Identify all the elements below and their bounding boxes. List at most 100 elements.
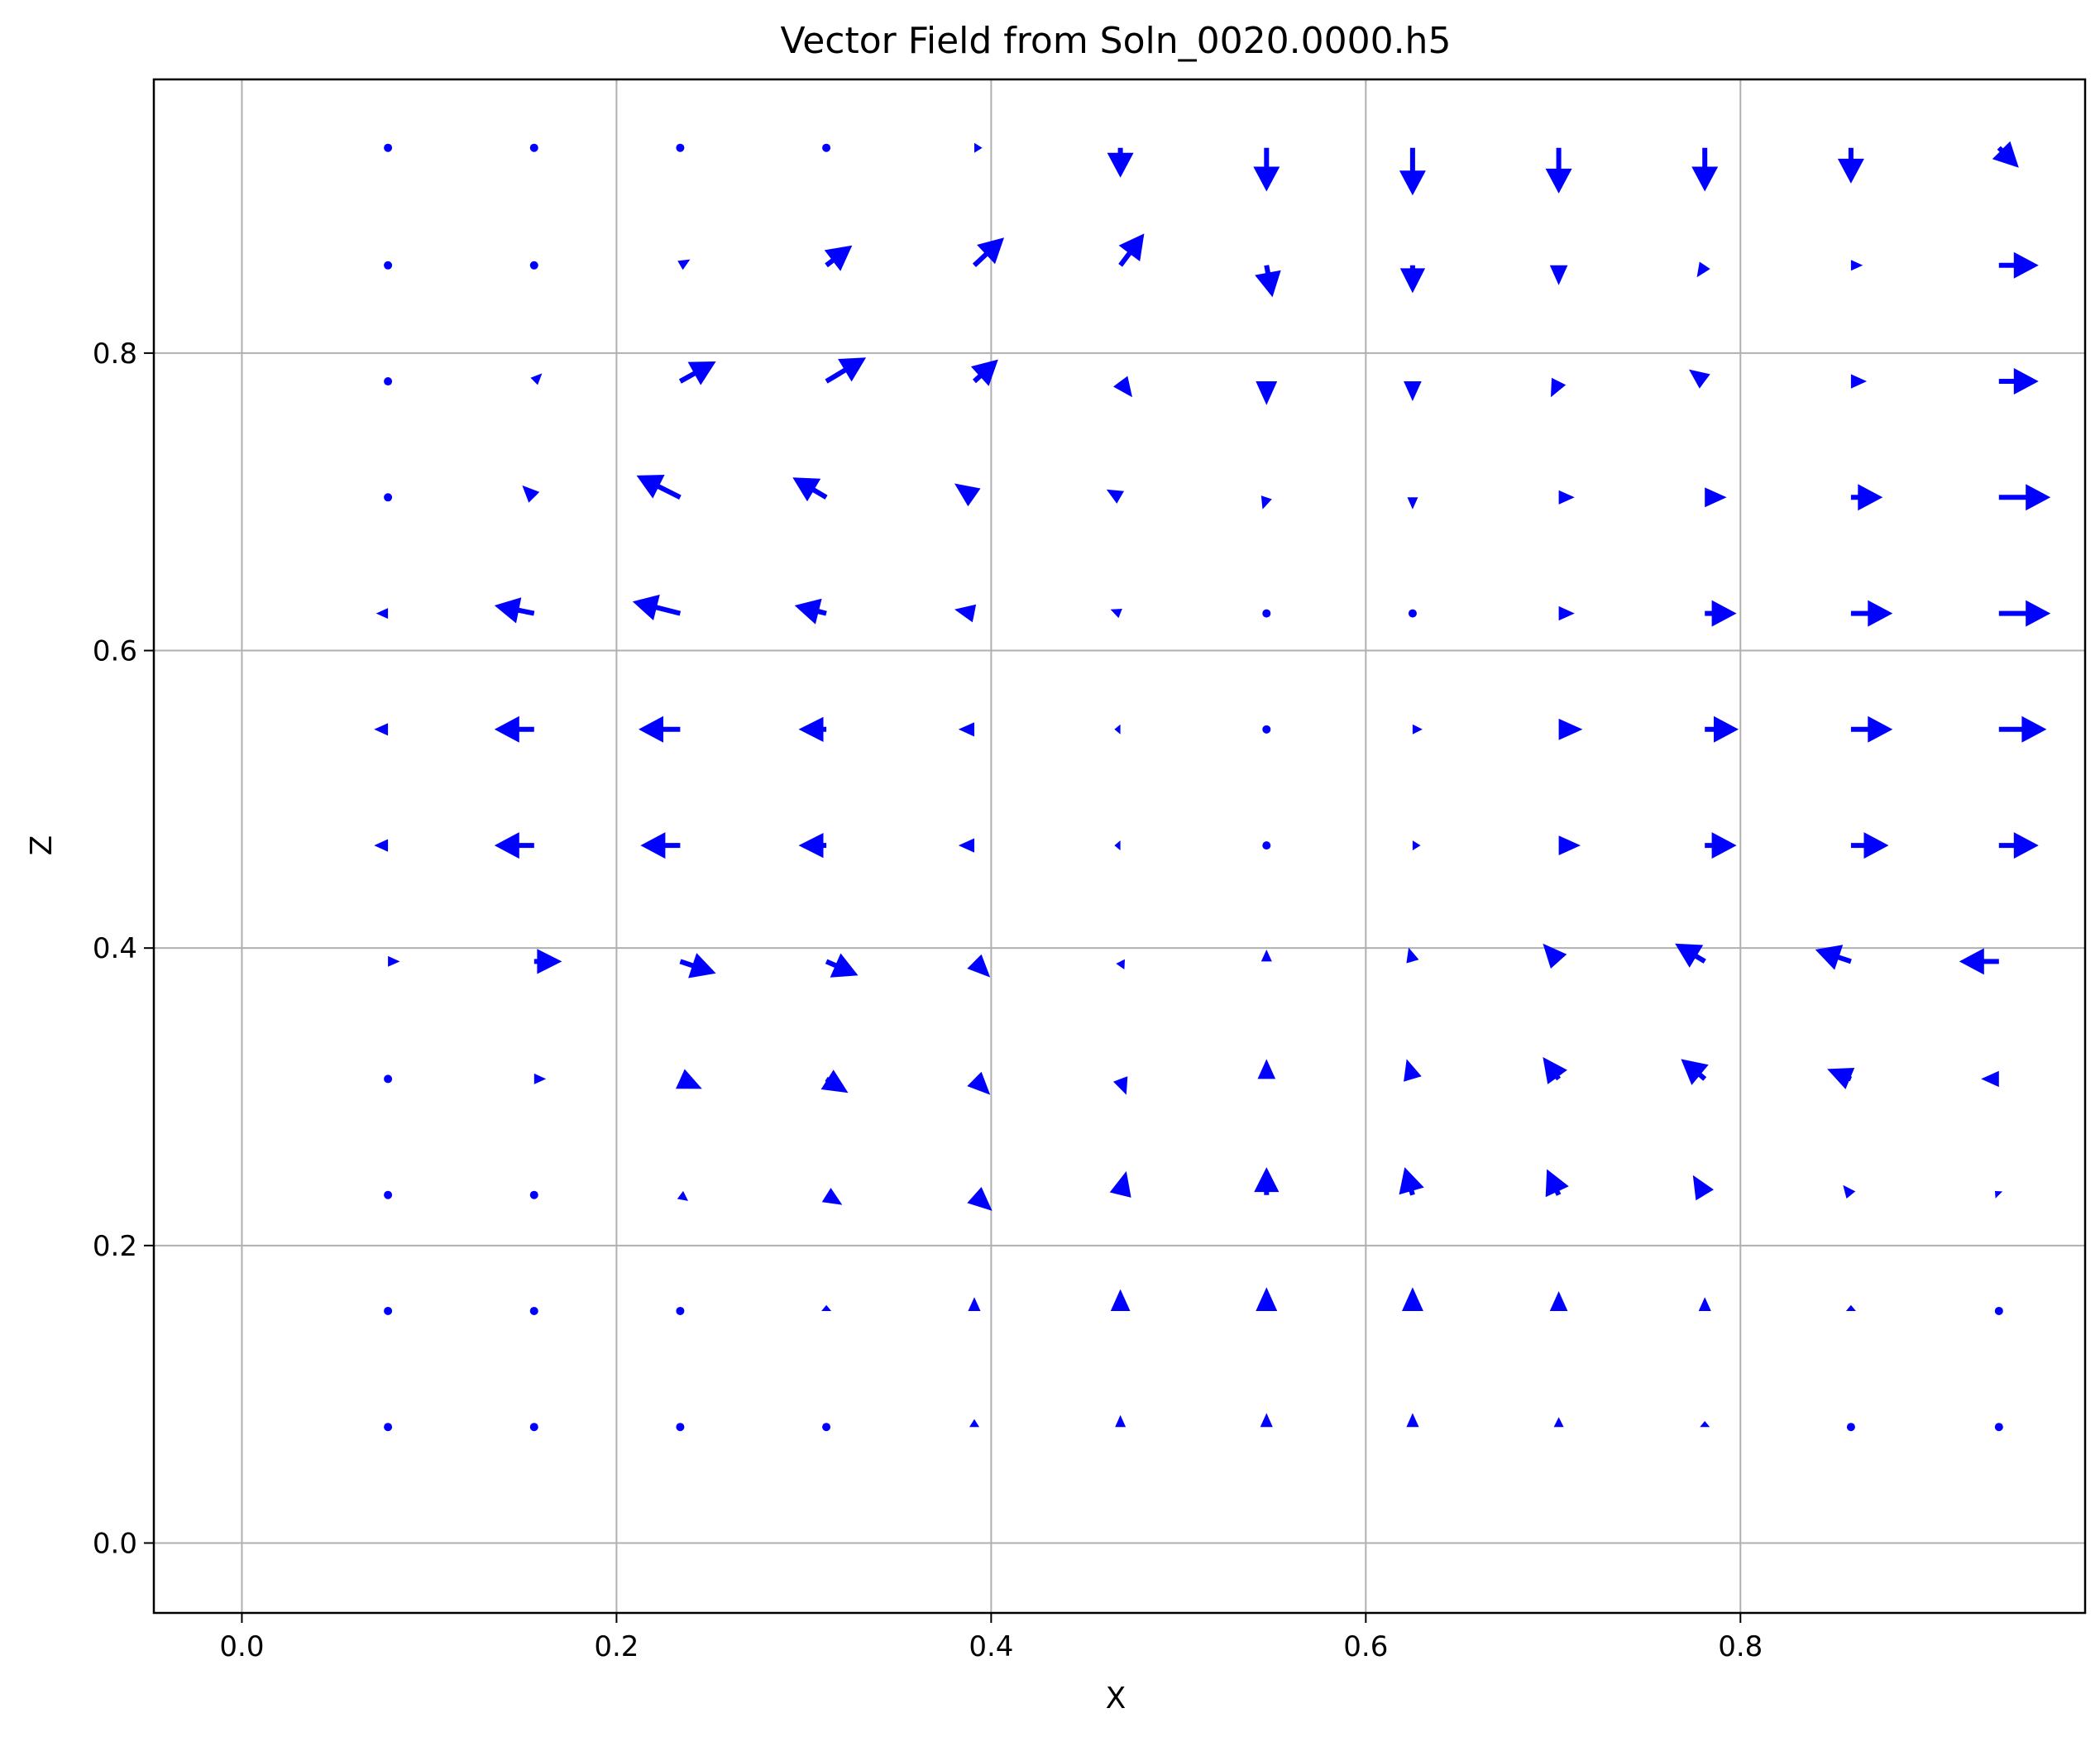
vector-arrow (1260, 950, 1272, 962)
vector-arrow (1998, 368, 2039, 395)
vector-arrow (384, 493, 393, 502)
vector-arrow (958, 722, 974, 737)
vector-arrow (639, 715, 681, 743)
vector-arrow (1995, 1190, 2003, 1199)
vector-arrow (1689, 369, 1710, 389)
x-tick-label: 0.0 (219, 1630, 264, 1663)
vector-arrow (1994, 1306, 2003, 1315)
vector-arrow (1815, 945, 1852, 970)
vector-arrow (958, 838, 974, 853)
vector-arrow (1254, 1167, 1280, 1195)
y-tick-label: 0.4 (93, 932, 137, 965)
vector-arrow (1692, 1175, 1714, 1201)
vector-arrow (529, 261, 538, 270)
vector-arrow (494, 597, 535, 624)
vector-arrow (1412, 840, 1421, 851)
vector-arrow (1407, 497, 1418, 510)
vector-arrow (821, 1304, 832, 1311)
vector-arrow (1981, 1070, 1999, 1088)
vector-arrow (1549, 1291, 1568, 1311)
vector-arrow (1850, 374, 1868, 389)
vector-arrow (676, 1306, 685, 1315)
x-tick-label: 0.4 (969, 1630, 1013, 1663)
vector-arrow (533, 949, 562, 974)
vector-arrow (1256, 1287, 1278, 1311)
vector-arrow (1681, 1059, 1709, 1085)
vector-arrow (1558, 605, 1575, 621)
vector-arrow (1412, 724, 1423, 735)
vector-arrow (1696, 261, 1710, 278)
vector-arrow (1998, 600, 2051, 627)
vector-arrow (1106, 489, 1124, 504)
vector-arrow (1998, 251, 2039, 279)
x-tick-label: 0.8 (1718, 1630, 1763, 1663)
vector-arrow (533, 1073, 547, 1084)
vector-arrow (1850, 600, 1893, 627)
vector-arrow (1262, 841, 1271, 850)
vector-arrow (1994, 1423, 2003, 1432)
vector-arrow (1705, 832, 1737, 859)
vector-arrow (794, 598, 827, 624)
vector-arrow (798, 716, 827, 742)
vector-arrow (1253, 147, 1280, 192)
vector-arrow (529, 143, 538, 152)
vector-arrow (1558, 835, 1581, 855)
vector-arrow (1113, 376, 1132, 398)
vector-arrow (967, 1071, 991, 1095)
vector-arrow (1850, 715, 1893, 743)
vector-arrow (676, 143, 685, 152)
vector-arrow (1553, 1417, 1564, 1428)
vector-arrow (676, 1069, 702, 1089)
vector-arrow (1698, 1297, 1711, 1311)
x-tick-label: 0.2 (594, 1630, 639, 1663)
y-tick-label: 0.8 (93, 337, 137, 371)
vector-arrow (974, 142, 983, 153)
vector-arrow (1850, 260, 1863, 271)
vector-arrow (632, 594, 682, 620)
x-axis-label: X (1106, 1682, 1127, 1715)
vector-arrow (1262, 609, 1271, 618)
vector-arrow (970, 359, 998, 386)
vector-arrow (1110, 1289, 1131, 1311)
vector-arrow (1545, 1169, 1569, 1198)
vector-arrow (1406, 947, 1419, 964)
vector-arrow (972, 237, 1004, 267)
vector-arrow (825, 357, 867, 384)
vector-arrow (1543, 943, 1567, 969)
vector-arrow (1399, 265, 1426, 294)
vector-arrow (529, 1306, 538, 1315)
vector-arrow (1850, 484, 1883, 511)
vector-arrow (1402, 1287, 1423, 1311)
vector-arrow (1260, 1413, 1273, 1428)
vector-arrow (1404, 381, 1422, 401)
vector-arrow (1113, 1076, 1128, 1095)
vector-arrow (1109, 1170, 1131, 1198)
vector-arrow (1850, 832, 1889, 859)
vector-arrow (1998, 832, 2039, 859)
vector-arrow (1107, 147, 1134, 178)
vector-arrow (1705, 487, 1727, 508)
vector-arrow (384, 1306, 393, 1315)
vector-arrow (1257, 1059, 1276, 1079)
vector-arrow (384, 261, 393, 270)
vector-arrow (969, 1419, 979, 1428)
vector-arrow (1846, 1423, 1855, 1432)
vector-arrows (374, 141, 2051, 1432)
vector-arrow (1992, 141, 2019, 168)
vector-arrow (954, 483, 981, 507)
vector-arrow (825, 953, 859, 978)
grid-lines (154, 79, 2085, 1613)
vector-arrow (384, 1074, 393, 1084)
vector-arrow (1262, 725, 1271, 734)
vector-arrow (1691, 147, 1719, 192)
vector-arrow (821, 1188, 843, 1205)
vector-arrow (1700, 1421, 1710, 1428)
vector-arrow (1399, 147, 1426, 196)
vector-arrow (640, 832, 681, 859)
vector-arrow (1558, 490, 1575, 505)
vector-arrow (1118, 233, 1145, 267)
vector-arrow (1114, 840, 1121, 851)
vector-arrow (1408, 609, 1417, 618)
